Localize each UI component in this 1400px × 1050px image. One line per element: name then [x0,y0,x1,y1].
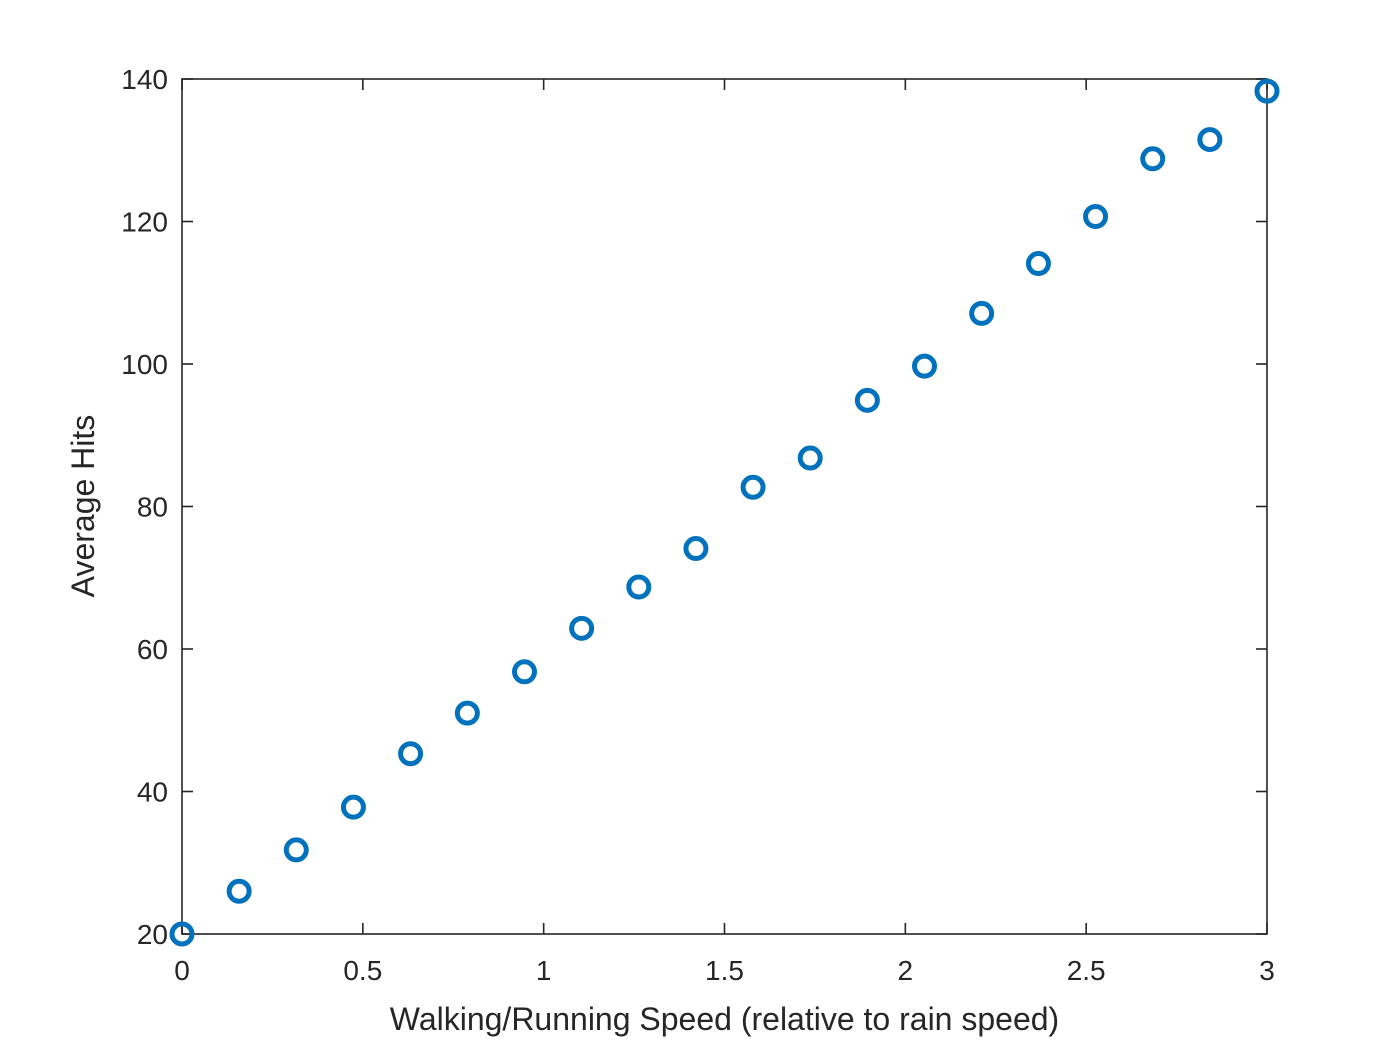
y-axis-ticks: 20 40 60 80 100 120 140 [121,64,1267,950]
y-tick-label: 60 [137,634,168,665]
x-tick-label: 1 [536,955,552,986]
data-point [454,700,480,726]
x-tick-label: 0 [174,955,190,986]
data-point [398,741,424,767]
data-point [169,921,195,947]
data-points [169,78,1280,947]
y-tick-label: 40 [137,777,168,808]
data-point [1197,127,1223,153]
data-point [854,387,880,413]
x-tick-label: 2 [898,955,914,986]
data-point [283,837,309,863]
data-point [340,794,366,820]
x-tick-label: 3 [1259,955,1275,986]
data-point [226,878,252,904]
data-point [740,474,766,500]
data-point [1083,204,1109,230]
data-point [969,300,995,326]
data-point [569,615,595,641]
x-tick-label: 1.5 [705,955,744,986]
x-axis-label: Walking/Running Speed (relative to rain … [390,1001,1059,1037]
y-tick-label: 140 [121,64,168,95]
data-point [1254,78,1280,104]
data-point [912,353,938,379]
x-axis-ticks: 0 0.5 1 1.5 2 2.5 3 [174,79,1275,986]
y-axis-label: Average Hits [65,415,101,598]
y-tick-label: 80 [137,492,168,523]
y-tick-label: 100 [121,349,168,380]
y-tick-label: 120 [121,207,168,238]
data-point [511,659,537,685]
data-point [1025,251,1051,277]
data-point [797,445,823,471]
x-tick-label: 2.5 [1067,955,1106,986]
x-tick-label: 0.5 [343,955,382,986]
data-point [683,536,709,562]
data-point [1140,146,1166,172]
y-tick-label: 20 [137,919,168,950]
data-point [626,574,652,600]
